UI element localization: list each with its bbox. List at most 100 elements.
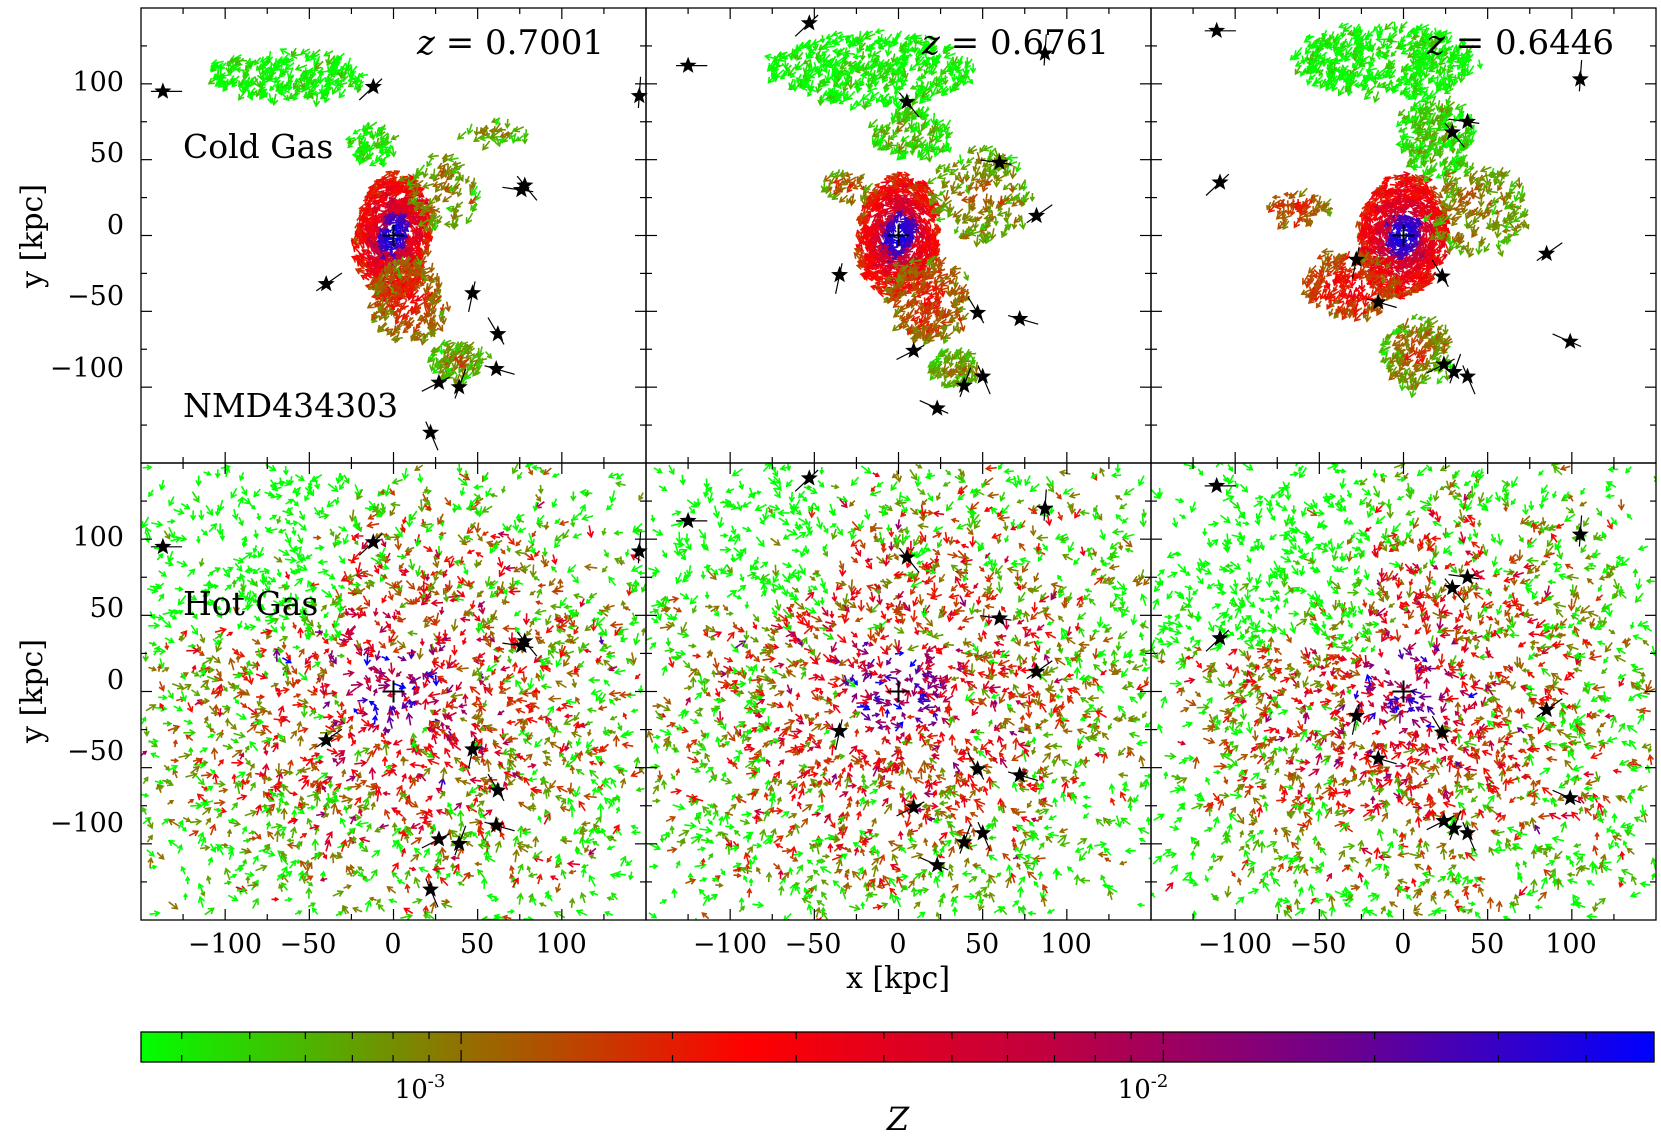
gas-vector	[400, 280, 408, 289]
satellites-cold-z1	[676, 14, 1054, 416]
gas-vector	[415, 293, 425, 302]
gas-vector	[347, 141, 355, 149]
gas-vector	[395, 213, 406, 220]
gas-vector	[416, 164, 426, 176]
gas-vector	[954, 305, 964, 313]
satellite-star	[422, 423, 440, 440]
gas-vector	[1380, 275, 1386, 285]
gas-vector	[820, 185, 831, 193]
gas-vector	[1438, 257, 1445, 266]
satellite-star	[487, 360, 505, 377]
gas-vector	[910, 278, 917, 288]
gas-vector	[470, 185, 479, 197]
gas-vector	[1315, 300, 1322, 309]
gas-vector	[456, 130, 467, 140]
satellite-star	[430, 373, 448, 390]
gas-vector	[866, 75, 874, 83]
gas-vector	[225, 62, 232, 74]
gas-vector	[1397, 171, 1411, 179]
gas-vector	[305, 52, 315, 63]
gas-vector	[878, 59, 885, 67]
gas-vector	[921, 114, 930, 121]
gas-vector	[367, 184, 374, 194]
gas-vector	[294, 64, 308, 72]
gas-vector	[892, 300, 902, 309]
gas-vector	[1296, 203, 1308, 213]
gas-vector	[307, 902, 317, 908]
gas-vector	[929, 369, 939, 381]
gas-vector	[907, 225, 920, 233]
gas-vector	[942, 46, 955, 54]
gas-vector	[911, 109, 919, 121]
gas-vector	[1417, 146, 1423, 156]
gas-vector	[1493, 174, 1500, 186]
gas-vector	[1477, 209, 1490, 217]
gas-vector	[1467, 247, 1475, 259]
gas-vector	[1430, 134, 1438, 140]
gas-vector	[1461, 38, 1467, 48]
gas-vector	[842, 69, 853, 77]
gas-vector	[1294, 65, 1302, 76]
gas-vector	[535, 600, 543, 606]
gas-vector	[954, 292, 962, 305]
satellite-star	[630, 87, 648, 104]
gas-vector	[390, 328, 397, 338]
gas-vector	[450, 204, 460, 212]
gas-vector	[427, 354, 436, 364]
gas-vector	[401, 255, 411, 267]
gas-vector	[273, 73, 283, 84]
gas-vector	[1351, 60, 1359, 69]
gas-vector	[382, 213, 390, 226]
gas-vector	[1401, 359, 1414, 367]
gas-vector	[366, 236, 373, 248]
gas-vector	[945, 285, 952, 297]
gas-vector	[880, 178, 892, 186]
gas-vector	[1468, 175, 1476, 186]
gas-vector	[843, 49, 856, 58]
gas-vector	[853, 247, 865, 255]
gas-vector	[405, 321, 414, 329]
gas-vector	[1307, 217, 1314, 228]
gas-vector	[1413, 261, 1425, 270]
gas-vector	[1388, 270, 1397, 276]
gas-vector	[1438, 44, 1446, 57]
gas-vector	[1445, 56, 1458, 64]
gas-vector	[253, 76, 261, 89]
gas-vector	[1419, 154, 1428, 168]
gas-vector	[938, 256, 947, 266]
gas-vector	[396, 253, 404, 261]
gas-vector	[1445, 138, 1451, 149]
gas-vector	[926, 281, 933, 291]
gas-vector	[924, 43, 932, 55]
gas-vector	[1494, 225, 1502, 239]
gas-vector	[1430, 117, 1436, 127]
gas-vector	[1471, 226, 1478, 237]
gas-vector	[297, 734, 305, 747]
gas-vector	[285, 498, 294, 505]
satellite-star	[1561, 332, 1579, 349]
gas-vector	[1509, 178, 1520, 188]
gas-vector	[461, 344, 474, 352]
gas-vector	[436, 162, 449, 170]
gas-vector	[904, 125, 911, 133]
gas-vector	[856, 44, 863, 55]
gas-vector	[817, 95, 825, 107]
gas-vector	[1337, 85, 1345, 97]
gas-vector	[1413, 362, 1423, 370]
gas-vector	[1438, 52, 1445, 64]
gas-vector	[985, 168, 993, 180]
gas-vector	[1357, 25, 1364, 36]
gas-vector	[852, 53, 862, 60]
gas-vector	[785, 64, 792, 72]
gas-vector	[387, 180, 399, 187]
gas-vector	[921, 239, 931, 248]
gas-vector	[356, 152, 362, 161]
gas-vector	[933, 131, 940, 141]
gas-vector	[1366, 246, 1377, 255]
gas-vector	[1484, 187, 1499, 196]
gas-vector	[1400, 62, 1410, 73]
gas-vector	[371, 268, 381, 276]
gas-vector	[925, 119, 931, 128]
gas-vector	[892, 200, 904, 208]
gas-vector	[878, 124, 886, 135]
